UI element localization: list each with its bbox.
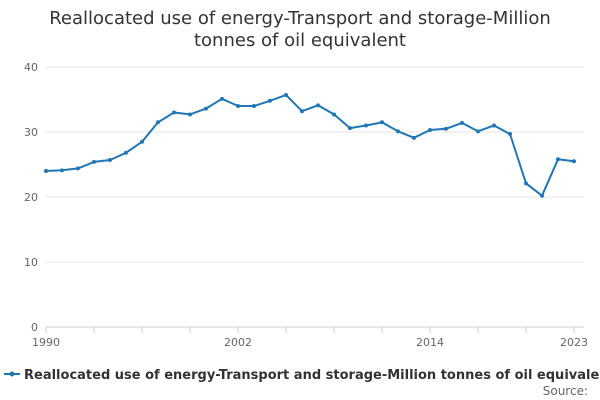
data-point[interactable]: [140, 139, 144, 144]
grid: 0 10 20 30 40: [24, 61, 584, 334]
y-tick-label: 20: [24, 191, 38, 204]
chart-title-line-1: Reallocated use of energy-Transport and …: [49, 8, 551, 29]
data-point[interactable]: [508, 131, 512, 136]
x-tick-label: 2002: [224, 336, 252, 349]
legend-label: Reallocated use of energy-Transport and …: [24, 368, 600, 383]
data-point[interactable]: [300, 109, 304, 114]
data-point[interactable]: [220, 96, 224, 101]
legend[interactable]: Reallocated use of energy-Transport and …: [4, 368, 600, 383]
data-point[interactable]: [76, 166, 80, 171]
data-point[interactable]: [236, 104, 240, 108]
data-point[interactable]: [556, 157, 560, 162]
data-point[interactable]: [444, 126, 448, 131]
data-point[interactable]: [44, 169, 48, 173]
legend-point-marker: [9, 371, 15, 377]
data-point[interactable]: [108, 157, 112, 162]
chart-title-line-2: tonnes of oil equivalent: [194, 30, 406, 51]
data-point[interactable]: [172, 110, 176, 115]
data-point[interactable]: [92, 159, 96, 164]
y-tick-label: 0: [31, 321, 38, 334]
data-point[interactable]: [364, 123, 368, 128]
data-point[interactable]: [540, 193, 544, 198]
x-tick-label: 2023: [560, 336, 588, 349]
data-point[interactable]: [524, 181, 528, 186]
data-point[interactable]: [60, 168, 64, 173]
data-point[interactable]: [316, 103, 320, 108]
data-point[interactable]: [268, 98, 272, 103]
data-point[interactable]: [428, 128, 432, 133]
data-point[interactable]: [252, 104, 256, 108]
series-line: [45, 93, 575, 197]
x-axis: 1990 2002 2014 2023: [32, 326, 588, 349]
y-tick-label: 10: [24, 256, 38, 269]
data-point[interactable]: [284, 92, 288, 97]
data-point[interactable]: [460, 120, 464, 125]
x-tick-label: 2014: [416, 336, 444, 349]
data-point[interactable]: [412, 135, 416, 140]
data-point[interactable]: [204, 106, 208, 111]
series-layer: [44, 92, 576, 198]
data-point[interactable]: [124, 150, 128, 155]
data-point[interactable]: [396, 129, 400, 134]
data-point[interactable]: [348, 126, 352, 131]
data-point[interactable]: [572, 159, 576, 164]
y-tick-label: 40: [24, 61, 38, 74]
data-point[interactable]: [332, 112, 336, 117]
data-point[interactable]: [188, 112, 192, 117]
y-tick-label: 30: [24, 126, 38, 139]
data-point[interactable]: [476, 129, 480, 134]
data-point[interactable]: [492, 123, 496, 128]
source-label: Source:: [543, 384, 588, 398]
data-point[interactable]: [156, 120, 160, 125]
data-point[interactable]: [380, 120, 384, 125]
x-tick-label: 1990: [32, 336, 60, 349]
